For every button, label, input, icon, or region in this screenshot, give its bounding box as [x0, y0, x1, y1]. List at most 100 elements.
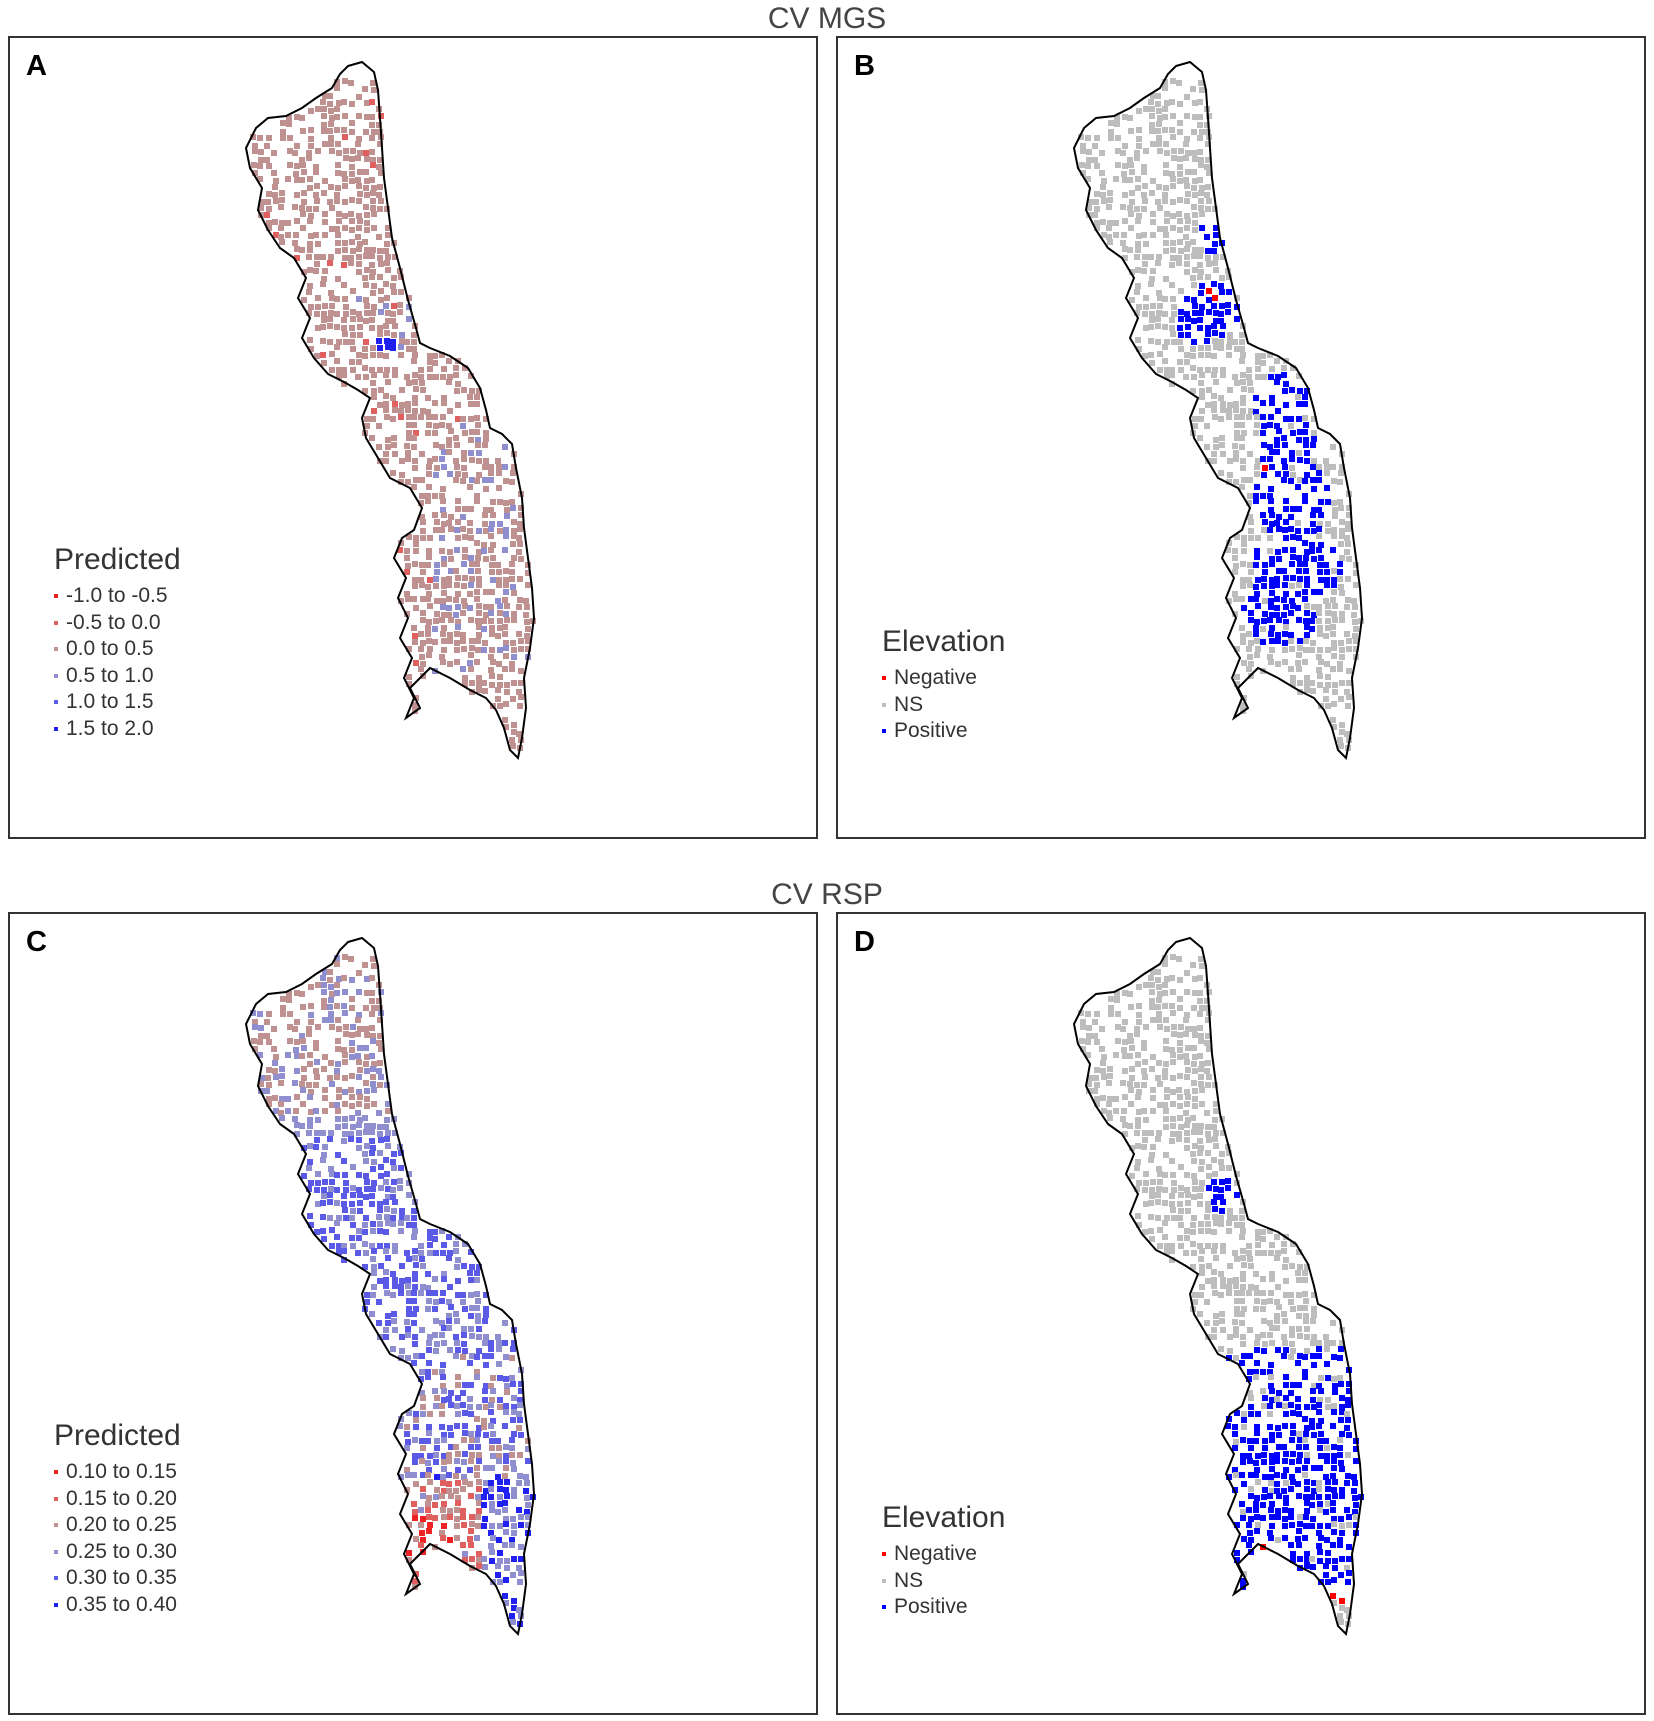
map-cell — [320, 975, 326, 981]
map-cell — [1185, 324, 1191, 330]
map-cell — [1240, 1271, 1246, 1277]
map-cell — [1311, 528, 1317, 534]
map-cell — [1212, 241, 1218, 247]
map-cell — [1185, 1094, 1191, 1100]
map-cell — [1283, 604, 1289, 610]
map-cell — [1211, 1277, 1217, 1283]
map-cell — [306, 150, 312, 156]
map-cell — [1248, 1516, 1254, 1522]
map-cell — [336, 211, 342, 217]
map-cell — [1346, 1381, 1352, 1387]
map-cell — [434, 1438, 440, 1444]
map-cell — [413, 1411, 419, 1417]
map-cell — [1296, 1493, 1302, 1499]
map-cell — [1141, 232, 1147, 238]
map-cell — [441, 1388, 447, 1394]
map-cell — [427, 359, 433, 365]
map-cell — [1253, 493, 1259, 499]
map-cell — [468, 582, 474, 588]
map-cell — [1303, 1318, 1309, 1324]
map-cell — [1199, 87, 1205, 93]
map-cell — [455, 535, 461, 541]
map-cell — [481, 1556, 487, 1562]
map-cell — [1185, 1208, 1191, 1214]
map-cell — [1254, 414, 1260, 420]
map-cell — [348, 211, 354, 217]
map-cell — [1163, 248, 1169, 254]
map-cell — [300, 1004, 306, 1010]
map-cell — [1338, 1417, 1344, 1423]
map-cell — [1331, 1409, 1337, 1415]
map-cell — [474, 1277, 480, 1283]
map-cell — [1310, 1353, 1316, 1359]
map-cell — [278, 234, 284, 240]
map-cell — [433, 527, 439, 533]
map-cell — [503, 1458, 509, 1464]
map-cell — [313, 1144, 319, 1150]
map-cell — [1177, 1201, 1183, 1207]
map-cell — [412, 1509, 418, 1515]
map-cell — [420, 661, 426, 667]
map-cell — [399, 1263, 405, 1269]
map-cell — [497, 1494, 503, 1500]
map-cell — [1269, 1501, 1275, 1507]
map-cell — [322, 1095, 328, 1101]
map-cell — [1177, 101, 1183, 107]
map-cell — [1184, 1101, 1190, 1107]
map-cell — [327, 1075, 333, 1081]
map-cell — [398, 1290, 404, 1296]
map-cell — [383, 372, 389, 378]
map-cell — [509, 569, 515, 575]
map-cell — [377, 1150, 383, 1156]
map-cell — [439, 535, 445, 541]
map-cell — [1331, 1600, 1337, 1606]
map-cell — [377, 367, 383, 373]
map-cell — [496, 577, 502, 583]
map-cell — [434, 519, 440, 525]
map-cell — [1239, 414, 1245, 420]
map-cell — [1254, 548, 1260, 554]
map-cell — [1135, 1143, 1141, 1149]
map-cell — [1197, 274, 1203, 280]
map-cell — [1339, 533, 1345, 539]
map-cell — [511, 1523, 517, 1529]
map-cell — [1213, 1143, 1219, 1149]
map-cell — [335, 248, 341, 254]
map-cell — [1155, 1004, 1161, 1010]
map-cell — [1283, 591, 1289, 597]
map-cell — [475, 555, 481, 561]
map-cell — [1246, 1290, 1252, 1296]
map-cell — [1199, 1159, 1205, 1165]
map-cell — [476, 458, 482, 464]
map-cell — [1205, 402, 1211, 408]
map-cell — [1324, 470, 1330, 476]
map-cell — [336, 1094, 342, 1100]
map-cell — [1142, 353, 1148, 359]
map-cell — [349, 120, 355, 126]
map-cell — [518, 1388, 524, 1394]
map-cell — [1282, 1507, 1288, 1513]
map-cell — [497, 618, 503, 624]
map-cell — [266, 1101, 272, 1107]
map-cell — [426, 1528, 432, 1534]
map-cell — [427, 1453, 433, 1459]
map-cell — [272, 219, 278, 225]
map-cell — [1162, 1200, 1168, 1206]
map-cell — [342, 1075, 348, 1081]
legend-label: 0.15 to 0.20 — [66, 1486, 177, 1510]
map-cell — [355, 177, 361, 183]
map-cell — [1219, 442, 1225, 448]
map-cell — [1143, 1171, 1149, 1177]
map-cell — [1198, 1186, 1204, 1192]
map-cell — [1128, 1101, 1134, 1107]
map-cell — [497, 1550, 503, 1556]
map-cell — [1080, 148, 1086, 154]
map-cell — [1345, 1579, 1351, 1585]
map-cell — [363, 282, 369, 288]
map-cell — [334, 324, 340, 330]
map-cell — [1283, 535, 1289, 541]
map-cell — [1281, 1311, 1287, 1317]
map-cell — [1331, 589, 1337, 595]
map-cell — [1170, 1059, 1176, 1065]
map-cell — [1177, 218, 1183, 224]
